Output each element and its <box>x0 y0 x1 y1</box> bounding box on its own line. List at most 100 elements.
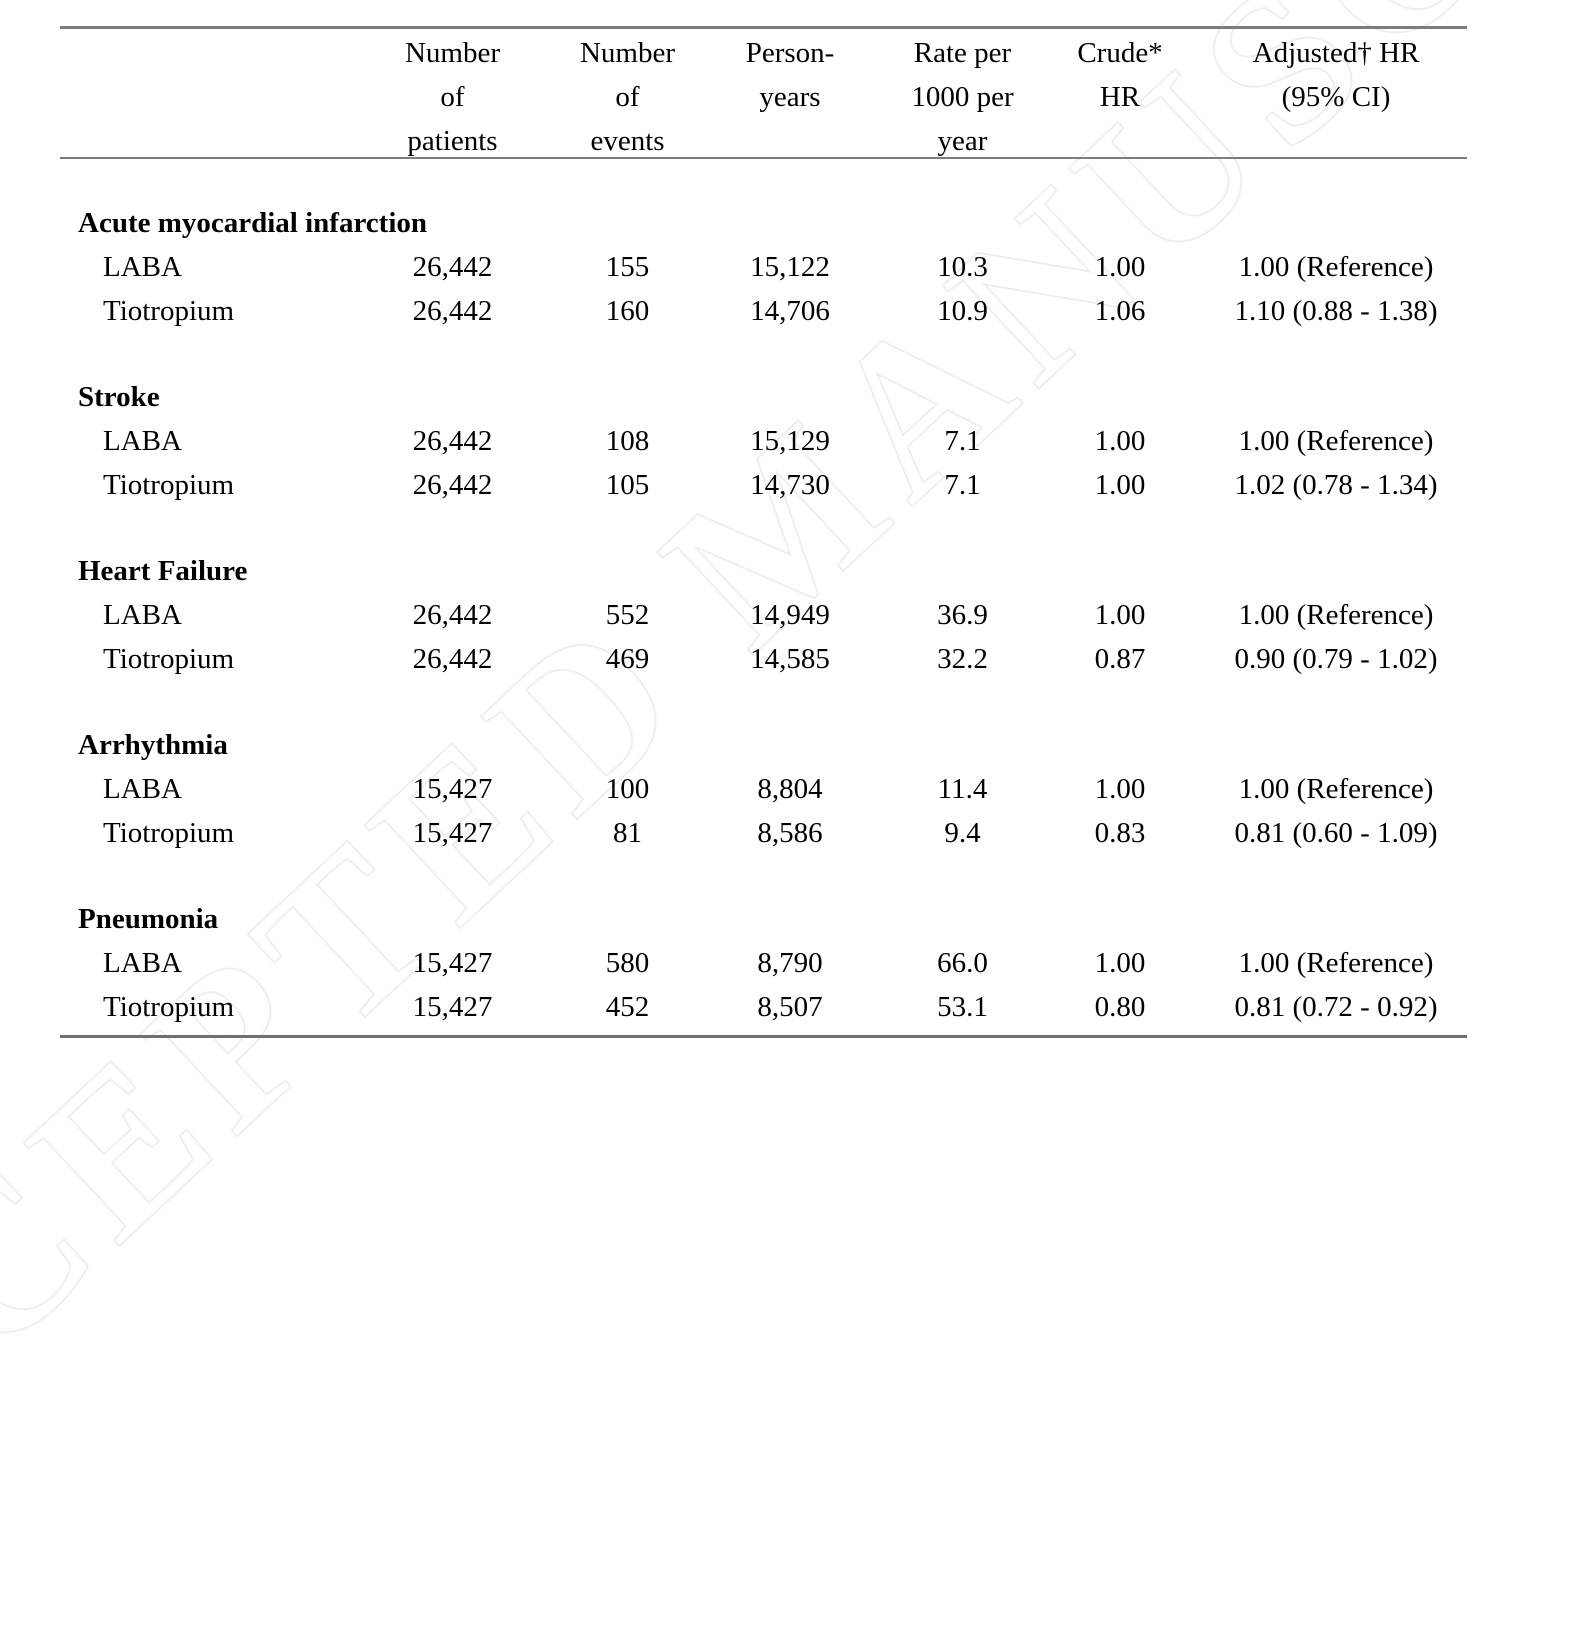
cell-adjusted-hr: 1.00 (Reference) <box>1238 773 1434 805</box>
table-row: LABA 15,427 580 8,790 66.0 1.00 1.00 (Referenc… <box>60 941 1467 985</box>
section-header-row: Arrhythmia <box>60 723 1467 767</box>
cell-rate: 10.9 <box>937 295 988 327</box>
cell-events: 105 <box>605 469 650 501</box>
cell-person-years: 8,804 <box>757 773 823 805</box>
section-header-row: Stroke <box>60 375 1467 419</box>
outcomes-table: Number of patients Number of events Pers… <box>60 26 1467 1038</box>
table-row: Tiotropium 15,427 452 8,507 53.1 0.80 0.81 (0.… <box>60 985 1467 1029</box>
cell-label: LABA <box>103 425 182 457</box>
table-row: LABA 26,442 155 15,122 10.3 1.00 1.00 (Referen… <box>60 245 1467 289</box>
section-spacer <box>60 855 1467 897</box>
cell-rate: 53.1 <box>937 991 988 1023</box>
cell-person-years: 14,730 <box>750 469 830 501</box>
cell-patients: 15,427 <box>412 947 493 979</box>
cell-label: LABA <box>103 773 182 805</box>
section-spacer <box>60 681 1467 723</box>
cell-patients: 15,427 <box>412 817 493 849</box>
cell-events: 81 <box>613 817 642 849</box>
section-header-row: Heart Failure <box>60 549 1467 593</box>
cell-rate: 36.9 <box>937 599 988 631</box>
cell-rate: 10.3 <box>937 251 988 283</box>
cell-patients: 15,427 <box>412 773 493 805</box>
cell-label: LABA <box>103 947 182 979</box>
cell-patients: 26,442 <box>412 643 493 675</box>
cell-label: Tiotropium <box>103 643 235 675</box>
table-row: Tiotropium 26,442 160 14,706 10.9 1.06 1.10 (0… <box>60 289 1467 333</box>
section-header-row: Acute myocardial infarction <box>60 201 1467 245</box>
cell-rate: 66.0 <box>937 947 988 979</box>
cell-crude-hr: 0.80 <box>1094 991 1146 1023</box>
cell-events: 580 <box>605 947 650 979</box>
section-name: Pneumonia <box>78 903 219 935</box>
cell-label: LABA <box>103 251 182 283</box>
table-body: Acute myocardial infarction LABA 26,442 155… <box>60 159 1467 1035</box>
cell-crude-hr: 1.00 <box>1094 251 1146 283</box>
cell-rate: 7.1 <box>944 469 981 501</box>
cell-crude-hr: 0.83 <box>1094 817 1146 849</box>
cell-adjusted-hr: 0.81 (0.60 - 1.09) <box>1234 817 1438 849</box>
section-name: Acute myocardial infarction <box>78 207 428 239</box>
cell-events: 100 <box>605 773 650 805</box>
cell-person-years: 8,586 <box>757 817 823 849</box>
cell-person-years: 15,122 <box>750 251 830 283</box>
cell-crude-hr: 1.00 <box>1094 599 1146 631</box>
cell-crude-hr: 1.00 <box>1094 425 1146 457</box>
cell-crude-hr: 1.06 <box>1094 295 1146 327</box>
column-header-outcome <box>60 31 340 163</box>
cell-person-years: 14,706 <box>750 295 830 327</box>
cell-patients: 26,442 <box>412 599 493 631</box>
cell-adjusted-hr: 1.02 (0.78 - 1.34) <box>1234 469 1438 501</box>
cell-label: LABA <box>103 599 182 631</box>
section-spacer <box>60 333 1467 375</box>
cell-crude-hr: 1.00 <box>1094 469 1146 501</box>
cell-person-years: 8,507 <box>757 991 823 1023</box>
cell-adjusted-hr: 1.00 (Reference) <box>1238 599 1434 631</box>
cell-adjusted-hr: 1.00 (Reference) <box>1238 947 1434 979</box>
cell-adjusted-hr: 1.00 (Reference) <box>1238 425 1434 457</box>
cell-adjusted-hr: 0.81 (0.72 - 0.92) <box>1234 991 1438 1023</box>
column-header-crude-hr: Crude* HR <box>1077 37 1163 113</box>
cell-label: Tiotropium <box>103 295 235 327</box>
column-header-events: Number of events <box>579 37 676 157</box>
cell-person-years: 15,129 <box>750 425 830 457</box>
cell-adjusted-hr: 1.00 (Reference) <box>1238 251 1434 283</box>
cell-rate: 9.4 <box>944 817 981 849</box>
cell-person-years: 14,585 <box>750 643 830 675</box>
cell-events: 108 <box>605 425 650 457</box>
cell-crude-hr: 0.87 <box>1094 643 1146 675</box>
column-header-adjusted-hr: Adjusted† HR (95% CI) <box>1252 37 1420 113</box>
cell-person-years: 8,790 <box>757 947 823 979</box>
cell-adjusted-hr: 1.10 (0.88 - 1.38) <box>1234 295 1438 327</box>
cell-rate: 11.4 <box>937 773 988 805</box>
section-name: Heart Failure <box>78 555 248 587</box>
cell-patients: 26,442 <box>412 469 493 501</box>
column-header-rate: Rate per 1000 per year <box>911 37 1014 157</box>
cell-crude-hr: 1.00 <box>1094 947 1146 979</box>
table-row: LABA 26,442 108 15,129 7.1 1.00 1.00 (Referenc… <box>60 419 1467 463</box>
table-header-row: Number of patients Number of events Pers… <box>60 29 1467 159</box>
section-name: Arrhythmia <box>78 729 228 761</box>
cell-events: 155 <box>605 251 650 283</box>
cell-events: 452 <box>605 991 650 1023</box>
cell-adjusted-hr: 0.90 (0.79 - 1.02) <box>1234 643 1438 675</box>
cell-patients: 15,427 <box>412 991 493 1023</box>
cell-label: Tiotropium <box>103 817 235 849</box>
cell-patients: 26,442 <box>412 251 493 283</box>
table-row: LABA 15,427 100 8,804 11.4 1.00 1.00 (Referenc… <box>60 767 1467 811</box>
table-row: Tiotropium 26,442 105 14,730 7.1 1.00 1.02 (0.… <box>60 463 1467 507</box>
cell-rate: 32.2 <box>937 643 988 675</box>
cell-events: 469 <box>605 643 650 675</box>
section-name: Stroke <box>78 381 160 413</box>
section-spacer <box>60 507 1467 549</box>
table-row: Tiotropium 15,427 81 8,586 9.4 0.83 0.81 (0.60… <box>60 811 1467 855</box>
column-header-person-years: Person- years <box>745 37 835 113</box>
cell-patients: 26,442 <box>412 295 493 327</box>
cell-rate: 7.1 <box>944 425 981 457</box>
cell-events: 552 <box>605 599 650 631</box>
cell-crude-hr: 1.00 <box>1094 773 1146 805</box>
table-row: LABA 26,442 552 14,949 36.9 1.00 1.00 (Referen… <box>60 593 1467 637</box>
cell-person-years: 14,949 <box>750 599 830 631</box>
cell-label: Tiotropium <box>103 991 235 1023</box>
cell-patients: 26,442 <box>412 425 493 457</box>
cell-label: Tiotropium <box>103 469 235 501</box>
